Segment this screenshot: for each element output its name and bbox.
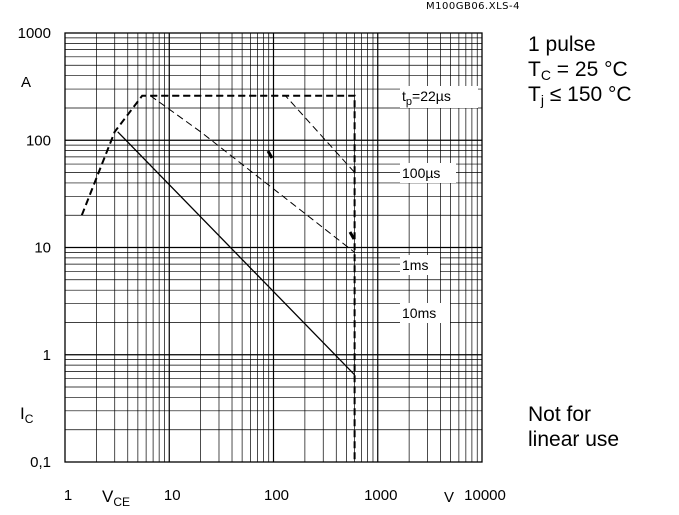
- x-tick-label: 100: [264, 487, 289, 504]
- tick-labels: 1 10 100 1000 10000 0,1 1 10 100 1000: [18, 25, 506, 504]
- series-labels: tp=22µs 100µs 1ms 10ms: [400, 86, 478, 323]
- marks-layer: [266, 150, 356, 240]
- x-axis-unit: V: [444, 489, 455, 506]
- series-label-bg: [400, 86, 478, 108]
- note-line2: linear use: [528, 428, 620, 451]
- condition-tj: Tj ≤ 150 °C: [528, 83, 632, 108]
- figure-id: M100GB06.XLS-4: [426, 1, 520, 12]
- series-line-1ms: [150, 95, 355, 253]
- y-tick-label: 0,1: [30, 454, 51, 471]
- series-line-100-s: [150, 95, 355, 173]
- series-label: 1ms: [402, 257, 428, 273]
- y-axis-name: IC: [20, 404, 34, 426]
- series-label-bg: [400, 255, 440, 275]
- x-tick-label: 1000: [364, 487, 397, 504]
- arrow-mark-100us: [266, 150, 274, 159]
- series-line-10ms: [117, 131, 356, 376]
- x-axis-name: VCE: [102, 487, 131, 509]
- y-axis-unit: A: [21, 74, 32, 91]
- y-tick-label: 1000: [18, 25, 51, 42]
- y-tick-label: 1: [43, 347, 51, 364]
- series-label: 100µs: [402, 165, 440, 181]
- condition-pulse: 1 pulse: [528, 33, 596, 56]
- x-tick-label: 10000: [464, 487, 506, 504]
- series-label: 10ms: [402, 305, 436, 321]
- arrow-mark-1ms: [348, 231, 356, 240]
- x-tick-label: 10: [164, 487, 181, 504]
- note-line1: Not for: [528, 403, 592, 426]
- series-label-bg: [400, 163, 456, 183]
- x-tick-label: 1: [64, 487, 72, 504]
- series-layer: [80, 94, 356, 462]
- y-tick-label: 100: [26, 132, 51, 149]
- series-label: tp=22µs: [402, 88, 451, 108]
- series-label-bg: [400, 303, 450, 323]
- grid: [64, 32, 483, 463]
- y-tick-label: 10: [34, 240, 51, 257]
- condition-tc: TC = 25 °C: [528, 58, 628, 83]
- series-line-t-p-22-s: [80, 94, 356, 462]
